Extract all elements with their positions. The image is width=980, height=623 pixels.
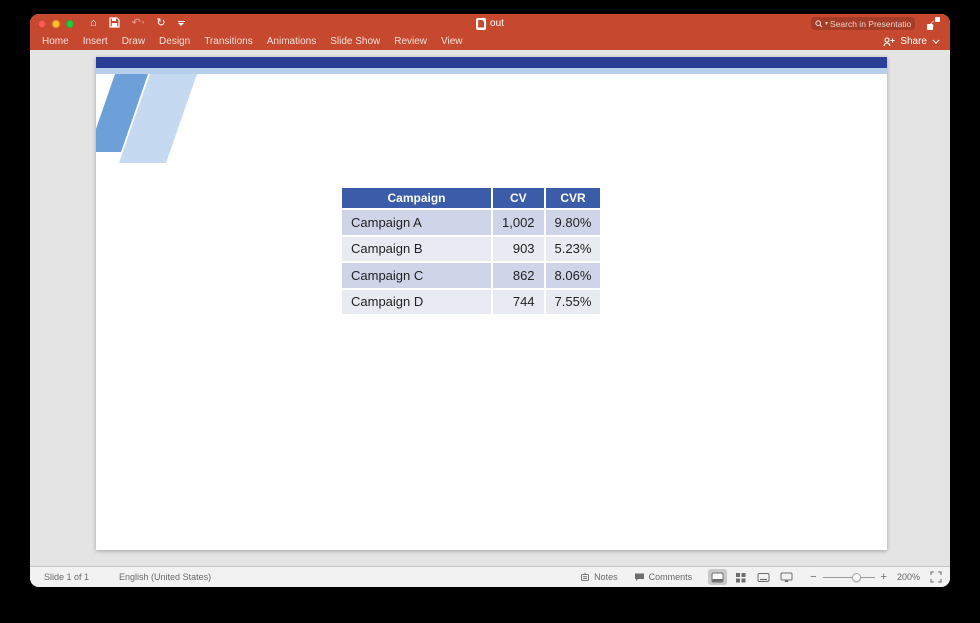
tab-draw[interactable]: Draw [121, 36, 146, 47]
cell-cv[interactable]: 744 [491, 287, 546, 316]
fit-slide-to-window-button[interactable] [930, 571, 942, 583]
cell-cvr[interactable]: 7.55% [543, 287, 603, 316]
view-switcher [708, 569, 796, 585]
fit-to-window-icon [930, 571, 942, 583]
language-status[interactable]: English (United States) [119, 572, 212, 582]
tab-transitions[interactable]: Transitions [204, 36, 253, 47]
save-icon[interactable] [109, 15, 120, 33]
share-chevron-down-icon [932, 39, 940, 44]
zoom-slider-thumb[interactable] [851, 572, 861, 582]
search-scope-chevron-icon: ▾ [825, 20, 829, 27]
undo-button[interactable]: ↶ ▾ [132, 18, 145, 29]
zoom-slider[interactable] [822, 572, 875, 582]
status-bar: Slide 1 of 1 English (United States) Not… [30, 566, 950, 587]
slide-sorter-view-button[interactable] [731, 569, 750, 585]
cell-cv[interactable]: 862 [491, 261, 546, 290]
title-bar: ⌂ ↶ ▾ ↻ out ▾ [30, 14, 950, 50]
cell-campaign[interactable]: Campaign D [340, 287, 493, 316]
zoom-in-button[interactable]: + [880, 570, 887, 583]
table-row: Campaign C 862 8.06% [340, 261, 603, 290]
cell-cvr[interactable]: 8.06% [543, 261, 603, 290]
normal-view-button[interactable] [708, 569, 728, 585]
ribbon-tabs: Home Insert Draw Design Transitions Anim… [30, 33, 950, 50]
campaign-table: Campaign CV CVR Campaign A 1,002 9.80% C… [340, 186, 603, 316]
header-campaign[interactable]: Campaign [340, 186, 493, 210]
zoom-level[interactable]: 200% [896, 572, 920, 582]
normal-view-icon [711, 572, 724, 582]
table-row: Campaign D 744 7.55% [340, 287, 603, 316]
minimize-window-button[interactable] [52, 19, 60, 28]
tab-slide-show[interactable]: Slide Show [330, 36, 381, 47]
share-button[interactable]: Share [883, 33, 940, 50]
header-cv[interactable]: CV [491, 186, 546, 210]
zoom-window-button[interactable] [66, 19, 74, 28]
notes-button[interactable]: Notes [580, 572, 618, 582]
zoom-controls: − + [810, 570, 887, 583]
search-input[interactable] [830, 18, 911, 29]
notes-label: Notes [594, 572, 618, 582]
reading-view-button[interactable] [754, 569, 773, 585]
tab-view[interactable]: View [441, 36, 463, 47]
cell-cv[interactable]: 903 [491, 234, 546, 263]
undo-dropdown-icon: ▾ [141, 20, 145, 26]
table-header-row: Campaign CV CVR [340, 186, 603, 210]
home-icon[interactable]: ⌂ [90, 17, 97, 29]
traffic-lights [38, 19, 74, 28]
slide-top-bar-light [96, 68, 887, 74]
tab-design[interactable]: Design [159, 36, 191, 47]
comments-label: Comments [648, 572, 693, 582]
search-box[interactable]: ▾ [811, 17, 915, 30]
redo-icon[interactable]: ↻ [156, 17, 166, 29]
slide-show-view-button[interactable] [777, 569, 796, 585]
customize-quick-access-icon[interactable] [177, 20, 185, 27]
tab-review[interactable]: Review [394, 36, 428, 47]
document-title[interactable]: out [476, 14, 504, 33]
slide-page[interactable]: Campaign CV CVR Campaign A 1,002 9.80% C… [96, 57, 887, 550]
tab-insert[interactable]: Insert [82, 36, 108, 47]
slide-sorter-icon [736, 572, 746, 582]
search-icon [815, 19, 823, 28]
cell-campaign[interactable]: Campaign B [340, 234, 493, 263]
zoom-out-button[interactable]: − [810, 570, 817, 583]
quick-access-toolbar: ⌂ ↶ ▾ ↻ [90, 15, 185, 33]
header-cvr[interactable]: CVR [543, 186, 603, 210]
share-person-icon [883, 36, 895, 46]
reading-view-icon [757, 572, 770, 582]
document-icon [476, 17, 487, 30]
table-row: Campaign B 903 5.23% [340, 234, 603, 263]
share-label: Share [900, 36, 927, 47]
comments-icon [634, 572, 645, 582]
tab-animations[interactable]: Animations [266, 36, 317, 47]
cell-campaign[interactable]: Campaign A [340, 208, 493, 237]
undo-icon: ↶ [131, 17, 141, 29]
slide-show-icon [780, 572, 793, 582]
notes-icon [580, 572, 590, 582]
powerpoint-window: ⌂ ↶ ▾ ↻ out ▾ [30, 14, 950, 587]
document-title-text: out [490, 18, 504, 29]
slide-count: Slide 1 of 1 [44, 572, 90, 582]
slide-top-bar-dark [96, 57, 887, 68]
cell-campaign[interactable]: Campaign C [340, 261, 493, 290]
close-window-button[interactable] [38, 19, 46, 28]
slide-canvas: Campaign CV CVR Campaign A 1,002 9.80% C… [30, 50, 950, 566]
table-row: Campaign A 1,002 9.80% [340, 208, 603, 237]
presenter-icon[interactable] [927, 17, 940, 30]
cell-cvr[interactable]: 5.23% [543, 234, 603, 263]
cell-cvr[interactable]: 9.80% [543, 208, 603, 237]
comments-button[interactable]: Comments [634, 572, 693, 582]
tab-home[interactable]: Home [42, 36, 69, 47]
slide-diagonal-stripes [96, 74, 197, 163]
cell-cv[interactable]: 1,002 [491, 208, 546, 237]
zoom-slider-track [822, 576, 875, 578]
